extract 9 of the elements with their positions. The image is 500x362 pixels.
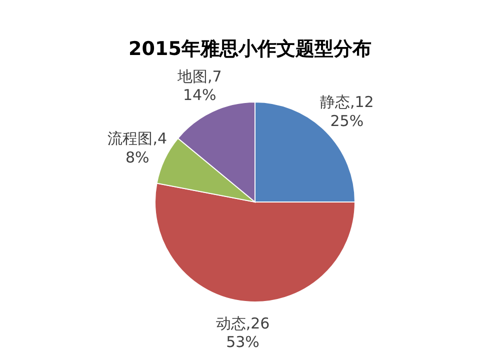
data-label: 8%: [125, 148, 150, 166]
data-label: 14%: [182, 86, 216, 104]
slice-label: 静态,12: [320, 93, 374, 112]
chart-title: 2015年雅思小作文题型分布: [128, 37, 372, 62]
slice-label: 地图,7: [176, 67, 222, 86]
data-label: 53%: [226, 333, 260, 352]
slice-label: 流程图,4: [108, 130, 168, 148]
data-label: 25%: [330, 112, 364, 130]
slice-label: 动态,26: [216, 314, 270, 332]
